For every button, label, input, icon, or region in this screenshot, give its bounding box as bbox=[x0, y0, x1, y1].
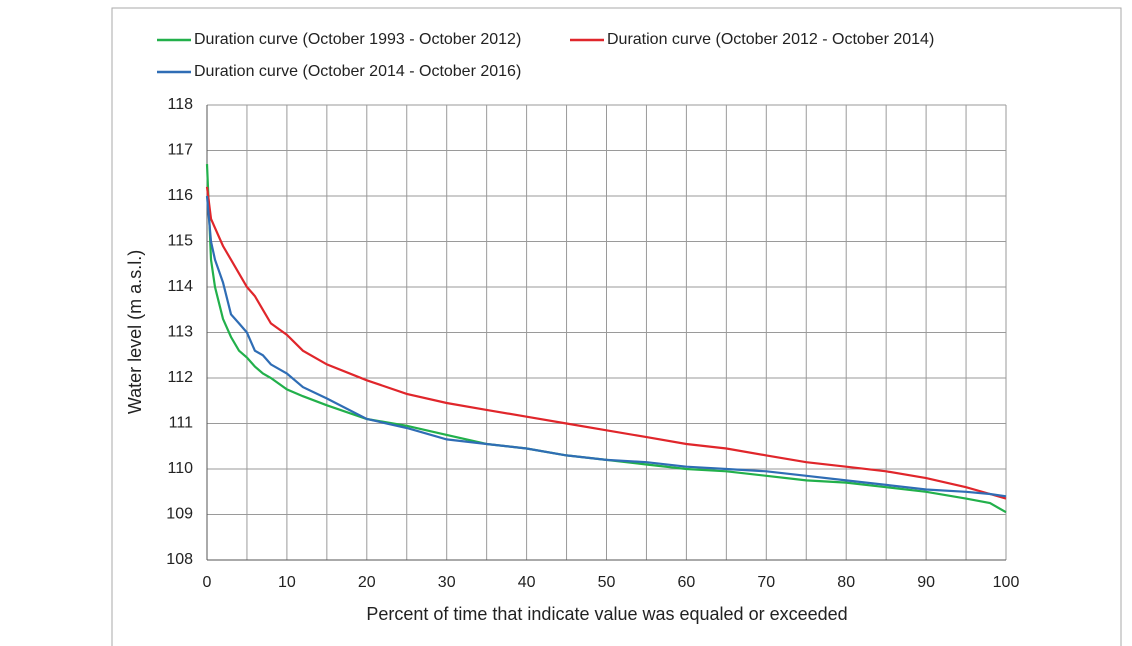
x-tick-label: 40 bbox=[518, 574, 536, 591]
legend-label: Duration curve (October 2012 - October 2… bbox=[607, 31, 934, 48]
data-line bbox=[205, 164, 1007, 514]
x-tick-label: 10 bbox=[278, 574, 296, 591]
x-tick-label: 80 bbox=[837, 574, 855, 591]
y-tick-label: 112 bbox=[167, 369, 193, 386]
x-tick-label: 30 bbox=[438, 574, 456, 591]
data-line bbox=[205, 195, 1007, 498]
x-tick-label: 0 bbox=[203, 574, 212, 591]
y-tick-label: 108 bbox=[166, 551, 193, 568]
x-tick-label: 70 bbox=[757, 574, 775, 591]
y-tick-label: 118 bbox=[167, 96, 193, 113]
x-tick-label: 90 bbox=[917, 574, 935, 591]
y-tick-label: 117 bbox=[167, 142, 193, 159]
x-tick-label: 60 bbox=[678, 574, 696, 591]
y-tick-label: 115 bbox=[167, 233, 193, 250]
y-tick-label: 116 bbox=[167, 187, 193, 204]
y-tick-label: 110 bbox=[167, 460, 193, 477]
x-tick-label: 50 bbox=[598, 574, 616, 591]
legend-label: Duration curve (October 1993 - October 2… bbox=[194, 31, 521, 48]
y-tick-label: 111 bbox=[169, 415, 193, 432]
y-tick-label: 109 bbox=[166, 506, 193, 523]
legend-label: Duration curve (October 2014 - October 2… bbox=[194, 63, 521, 80]
x-tick-label: 100 bbox=[993, 574, 1020, 591]
y-tick-label: 114 bbox=[167, 278, 193, 295]
frame bbox=[111, 7, 1122, 646]
y-axis-title: Water level (m a.s.l.) bbox=[125, 250, 145, 414]
x-axis-title: Percent of time that indicate value was … bbox=[366, 604, 847, 624]
x-tick-label: 20 bbox=[358, 574, 376, 591]
y-tick-label: 113 bbox=[167, 324, 193, 341]
data-line bbox=[205, 186, 1007, 500]
